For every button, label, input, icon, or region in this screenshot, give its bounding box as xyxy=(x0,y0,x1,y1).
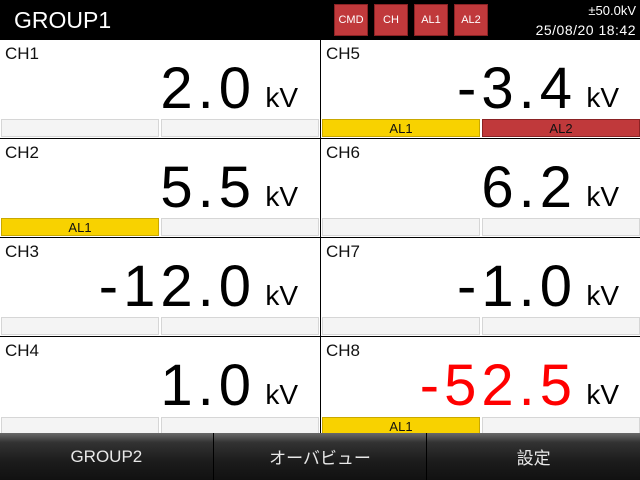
channel-unit: kV xyxy=(586,181,619,212)
alarm1-indicator: AL1 xyxy=(1,218,159,236)
alarm2-indicator xyxy=(161,218,319,236)
cmd-button[interactable]: CMD xyxy=(334,4,368,36)
alarm-indicators: AL1 xyxy=(1,218,319,236)
alarm2-indicator xyxy=(482,317,640,335)
channel-panel-ch2[interactable]: CH2 5.5 kV AL1 xyxy=(0,139,320,237)
channel-panel-ch8[interactable]: CH8 -52.5 kV AL1 xyxy=(321,337,640,436)
alarm1-indicator xyxy=(322,317,480,335)
channel-value: -12.0 xyxy=(98,254,256,319)
group2-button[interactable]: GROUP2 xyxy=(0,433,213,480)
channel-value: -1.0 xyxy=(457,254,577,319)
al2-button[interactable]: AL2 xyxy=(454,4,488,36)
alarm-indicators xyxy=(1,317,319,335)
alarm-indicators xyxy=(1,119,319,137)
channel-name: CH7 xyxy=(326,242,361,261)
overview-button[interactable]: オーバビュー xyxy=(213,433,427,480)
channel-value: 1.0 xyxy=(160,353,256,418)
channel-name: CH2 xyxy=(5,143,40,162)
channel-unit: kV xyxy=(586,82,619,113)
channel-unit: kV xyxy=(265,379,298,410)
channel-panel-ch3[interactable]: CH3 -12.0 kV xyxy=(0,238,320,336)
footer-bar: GROUP2 オーバビュー 設定 xyxy=(0,433,640,480)
header-bar: GROUP1 CMD CH AL1 AL2 ±50.0kV 25/08/20 1… xyxy=(0,0,640,40)
channel-value: 6.2 xyxy=(481,155,577,220)
alarm1-indicator xyxy=(322,218,480,236)
alarm-indicators: AL1 AL2 xyxy=(322,119,640,137)
channel-panel-ch7[interactable]: CH7 -1.0 kV xyxy=(321,238,640,336)
channel-unit: kV xyxy=(586,280,619,311)
channel-value: 5.5 xyxy=(160,155,256,220)
alarm1-indicator: AL1 xyxy=(322,119,480,137)
alarm1-indicator xyxy=(1,317,159,335)
channel-name: CH5 xyxy=(326,44,361,63)
channel-name: CH8 xyxy=(326,341,361,360)
channel-name: CH4 xyxy=(5,341,40,360)
group-title: GROUP1 xyxy=(14,7,112,33)
alarm2-indicator xyxy=(482,218,640,236)
channel-name: CH3 xyxy=(5,242,40,261)
channel-panel-ch6[interactable]: CH6 6.2 kV xyxy=(321,139,640,237)
datetime: 25/08/20 18:42 xyxy=(535,22,636,38)
channel-unit: kV xyxy=(265,82,298,113)
channel-name: CH1 xyxy=(5,44,40,63)
alarm-indicators xyxy=(322,218,640,236)
channel-panel-ch4[interactable]: CH4 1.0 kV xyxy=(0,337,320,436)
channel-panel-ch5[interactable]: CH5 -3.4 kV AL1 AL2 xyxy=(321,40,640,138)
channel-unit: kV xyxy=(586,379,619,410)
channel-value: -3.4 xyxy=(457,56,577,121)
alarm1-indicator xyxy=(1,119,159,137)
range-label: ±50.0kV xyxy=(588,3,636,18)
settings-button[interactable]: 設定 xyxy=(427,433,640,480)
channel-unit: kV xyxy=(265,280,298,311)
channel-panel-ch1[interactable]: CH1 2.0 kV xyxy=(0,40,320,138)
channel-value: -52.5 xyxy=(419,353,577,418)
alarm-indicators: AL1 xyxy=(322,417,640,435)
alarm2-indicator xyxy=(161,317,319,335)
channel-unit: kV xyxy=(265,181,298,212)
ch-button[interactable]: CH xyxy=(374,4,408,36)
channel-grid: CH1 2.0 kV CH5 -3.4 kV AL1 AL2 CH2 5.5 k… xyxy=(0,40,640,436)
alarm2-indicator: AL2 xyxy=(482,119,640,137)
al1-button[interactable]: AL1 xyxy=(414,4,448,36)
channel-name: CH6 xyxy=(326,143,361,162)
alarm-indicators xyxy=(322,317,640,335)
alarm2-indicator xyxy=(161,119,319,137)
channel-value: 2.0 xyxy=(160,56,256,121)
